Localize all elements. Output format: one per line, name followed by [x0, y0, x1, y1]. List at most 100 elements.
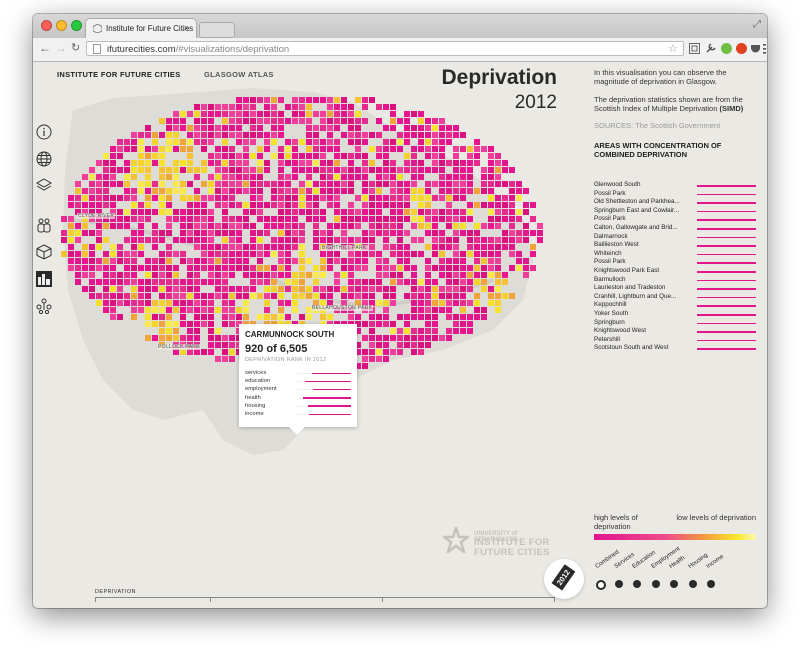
map-cell[interactable] — [229, 188, 235, 194]
map-cell[interactable] — [131, 293, 137, 299]
map-cell[interactable] — [334, 195, 340, 201]
map-cell[interactable] — [201, 300, 207, 306]
map-cell[interactable] — [313, 272, 319, 278]
map-cell[interactable] — [215, 125, 221, 131]
map-cell[interactable] — [222, 118, 228, 124]
map-cell[interactable] — [215, 244, 221, 250]
map-cell[interactable] — [495, 251, 501, 257]
map-cell[interactable] — [537, 223, 543, 229]
map-cell[interactable] — [250, 223, 256, 229]
map-cell[interactable] — [481, 307, 487, 313]
map-cell[interactable] — [222, 139, 228, 145]
map-cell[interactable] — [124, 146, 130, 152]
map-cell[interactable] — [110, 307, 116, 313]
map-cell[interactable] — [82, 202, 88, 208]
map-cell[interactable] — [257, 181, 263, 187]
map-cell[interactable] — [236, 251, 242, 257]
map-cell[interactable] — [215, 356, 221, 362]
map-cell[interactable] — [446, 286, 452, 292]
map-cell[interactable] — [446, 335, 452, 341]
map-cell[interactable] — [355, 153, 361, 159]
map-cell[interactable] — [250, 230, 256, 236]
map-cell[interactable] — [292, 118, 298, 124]
map-cell[interactable] — [439, 118, 445, 124]
map-cell[interactable] — [411, 237, 417, 243]
map-cell[interactable] — [390, 328, 396, 334]
map-cell[interactable] — [376, 132, 382, 138]
map-cell[interactable] — [327, 188, 333, 194]
map-cell[interactable] — [327, 293, 333, 299]
map-cell[interactable] — [138, 265, 144, 271]
map-cell[interactable] — [404, 314, 410, 320]
map-cell[interactable] — [173, 237, 179, 243]
map-cell[interactable] — [320, 265, 326, 271]
map-cell[interactable] — [292, 279, 298, 285]
map-cell[interactable] — [110, 279, 116, 285]
map-cell[interactable] — [222, 125, 228, 131]
map-cell[interactable] — [131, 139, 137, 145]
map-cell[interactable] — [145, 307, 151, 313]
map-cell[interactable] — [194, 349, 200, 355]
map-cell[interactable] — [145, 132, 151, 138]
map-cell[interactable] — [145, 279, 151, 285]
map-cell[interactable] — [292, 160, 298, 166]
map-cell[interactable] — [250, 286, 256, 292]
map-cell[interactable] — [194, 335, 200, 341]
map-cell[interactable] — [425, 300, 431, 306]
map-cell[interactable] — [89, 293, 95, 299]
map-cell[interactable] — [229, 174, 235, 180]
map-cell[interactable] — [250, 265, 256, 271]
map-cell[interactable] — [201, 111, 207, 117]
map-cell[interactable] — [369, 314, 375, 320]
map-cell[interactable] — [369, 202, 375, 208]
map-cell[interactable] — [362, 153, 368, 159]
map-cell[interactable] — [348, 251, 354, 257]
map-cell[interactable] — [229, 258, 235, 264]
map-cell[interactable] — [348, 258, 354, 264]
map-cell[interactable] — [467, 265, 473, 271]
map-cell[interactable] — [180, 251, 186, 257]
map-cell[interactable] — [82, 265, 88, 271]
map-cell[interactable] — [187, 321, 193, 327]
map-cell[interactable] — [313, 146, 319, 152]
map-cell[interactable] — [467, 160, 473, 166]
map-cell[interactable] — [362, 258, 368, 264]
map-cell[interactable] — [257, 209, 263, 215]
map-cell[interactable] — [453, 146, 459, 152]
map-cell[interactable] — [292, 111, 298, 117]
map-cell[interactable] — [509, 195, 515, 201]
map-cell[interactable] — [355, 223, 361, 229]
map-cell[interactable] — [334, 223, 340, 229]
map-cell[interactable] — [138, 209, 144, 215]
map-cell[interactable] — [355, 258, 361, 264]
map-cell[interactable] — [159, 335, 165, 341]
map-cell[interactable] — [355, 251, 361, 257]
map-cell[interactable] — [320, 118, 326, 124]
map-cell[interactable] — [516, 237, 522, 243]
map-cell[interactable] — [348, 118, 354, 124]
map-cell[interactable] — [376, 272, 382, 278]
map-cell[interactable] — [145, 153, 151, 159]
map-cell[interactable] — [243, 209, 249, 215]
map-cell[interactable] — [418, 223, 424, 229]
map-cell[interactable] — [320, 216, 326, 222]
map-cell[interactable] — [187, 132, 193, 138]
map-cell[interactable] — [257, 167, 263, 173]
map-cell[interactable] — [110, 286, 116, 292]
map-cell[interactable] — [439, 167, 445, 173]
map-cell[interactable] — [495, 307, 501, 313]
map-cell[interactable] — [341, 104, 347, 110]
map-cell[interactable] — [411, 174, 417, 180]
map-cell[interactable] — [243, 111, 249, 117]
map-cell[interactable] — [131, 132, 137, 138]
map-cell[interactable] — [390, 139, 396, 145]
map-cell[interactable] — [397, 174, 403, 180]
map-cell[interactable] — [453, 300, 459, 306]
map-cell[interactable] — [159, 307, 165, 313]
category-dot-employment[interactable] — [651, 580, 660, 588]
map-cell[interactable] — [446, 139, 452, 145]
map-cell[interactable] — [250, 209, 256, 215]
map-cell[interactable] — [103, 279, 109, 285]
map-cell[interactable] — [173, 160, 179, 166]
map-cell[interactable] — [159, 272, 165, 278]
